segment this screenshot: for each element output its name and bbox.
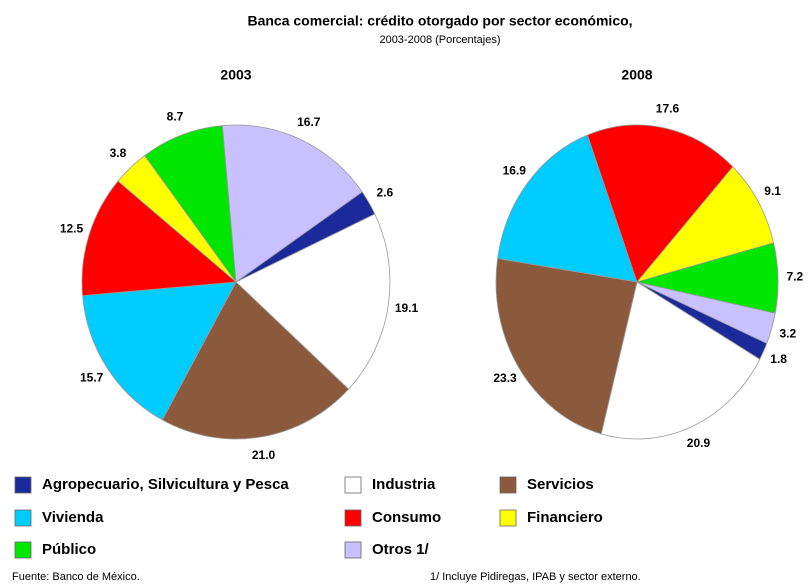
data-label: 20.9	[687, 436, 711, 450]
legend-label: Industria	[372, 476, 436, 493]
pie-slice	[161, 281, 350, 440]
legend-swatch	[344, 541, 362, 559]
chart-subtitle: 2003-2008 (Porcentajes)	[379, 34, 500, 46]
legend-swatch	[14, 509, 32, 527]
data-label: 1.8	[770, 352, 787, 366]
footnote: 1/ Incluye Pidiregas, IPAB y sector exte…	[430, 571, 641, 583]
data-label: 12.5	[60, 221, 84, 235]
pie-slice	[635, 166, 775, 283]
legend-label: Financiero	[527, 509, 603, 526]
legend-swatch	[14, 476, 32, 494]
pie-slice	[235, 213, 391, 390]
pie-slice	[600, 281, 761, 440]
pie-slice	[144, 125, 237, 284]
data-label: 16.7	[297, 115, 321, 129]
pie-slice	[221, 124, 363, 283]
legend-swatch	[499, 509, 517, 527]
data-label: 2.6	[377, 185, 394, 199]
data-label: 23.3	[493, 371, 517, 385]
data-label: 21.0	[252, 448, 276, 462]
legend-label: Servicios	[527, 476, 594, 493]
pie-slice	[586, 124, 734, 283]
pie-slice	[82, 281, 237, 421]
data-label: 15.7	[80, 370, 104, 384]
data-label: 9.1	[764, 184, 781, 198]
pie-title: 2008	[621, 67, 652, 83]
legend-label: Vivienda	[42, 509, 104, 526]
pie-title: 2003	[220, 67, 251, 83]
data-label: 3.2	[779, 326, 796, 340]
pie-slice	[636, 281, 776, 344]
legend-swatch	[344, 476, 362, 494]
pie-slice	[81, 180, 237, 297]
pie-slice	[497, 134, 638, 283]
legend-label: Consumo	[372, 509, 441, 526]
data-label: 16.9	[503, 163, 527, 177]
legend-label: Agropecuario, Silvicultura y Pesca	[42, 476, 289, 493]
legend-label: Público	[42, 541, 96, 558]
data-label: 19.1	[395, 301, 419, 315]
legend-swatch	[499, 476, 517, 494]
data-label: 17.6	[656, 102, 680, 116]
data-label: 8.7	[167, 110, 184, 124]
data-label: 7.2	[787, 270, 804, 284]
legend-swatch	[344, 509, 362, 527]
legend-swatch	[14, 541, 32, 559]
data-label: 3.8	[110, 146, 127, 160]
chart-title: Banca comercial: crédito otorgado por se…	[247, 13, 632, 29]
pie-slice	[495, 258, 638, 435]
source: Fuente: Banco de México.	[12, 571, 140, 583]
legend-label: Otros 1/	[372, 541, 430, 558]
